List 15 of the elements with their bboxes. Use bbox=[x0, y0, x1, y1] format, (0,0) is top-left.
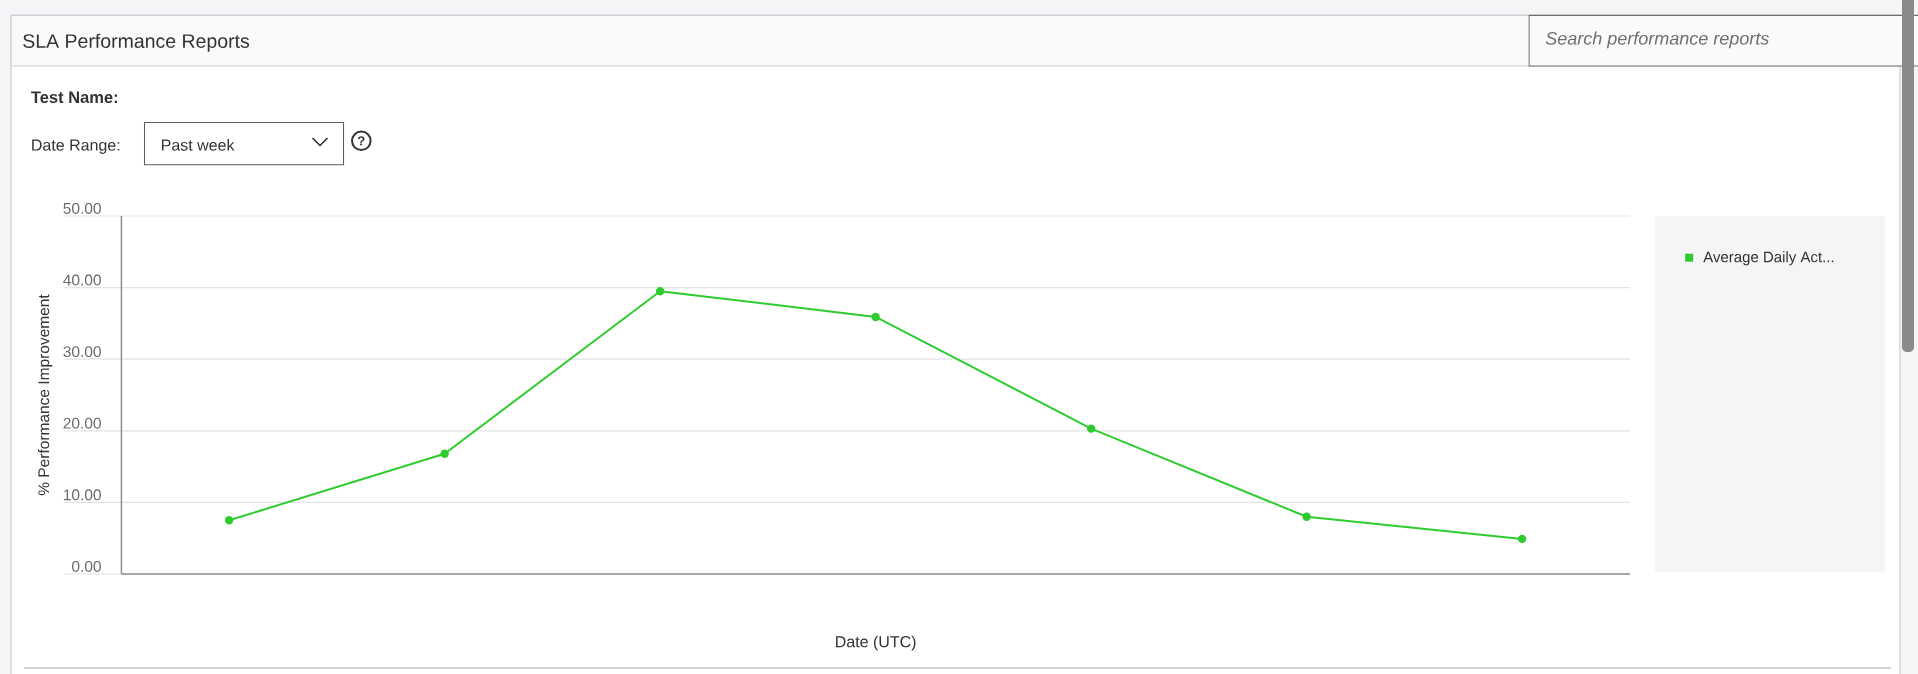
y-tick-label: 40.00 bbox=[63, 274, 101, 286]
text: Past week bbox=[162, 139, 235, 151]
legend-label: Average Daily Act... bbox=[1703, 251, 1834, 266]
x-axis-title: Date (UTC) bbox=[836, 635, 916, 651]
y-tick-label: 10.00 bbox=[63, 489, 101, 501]
y-tick-label: 50.00 bbox=[63, 202, 101, 214]
text: Date Range: bbox=[32, 139, 120, 154]
y-tick-label: 0.00 bbox=[72, 560, 101, 572]
text: Search performance reports bbox=[1545, 31, 1769, 49]
y-axis-title: % Performance Improvement bbox=[37, 294, 53, 496]
chart-title: SLA Performance Reports bbox=[23, 33, 250, 52]
text: ? bbox=[357, 136, 365, 146]
y-tick-label: 30.00 bbox=[63, 346, 101, 358]
y-tick-label: 20.00 bbox=[63, 417, 101, 429]
text: Test Name: bbox=[31, 91, 118, 104]
